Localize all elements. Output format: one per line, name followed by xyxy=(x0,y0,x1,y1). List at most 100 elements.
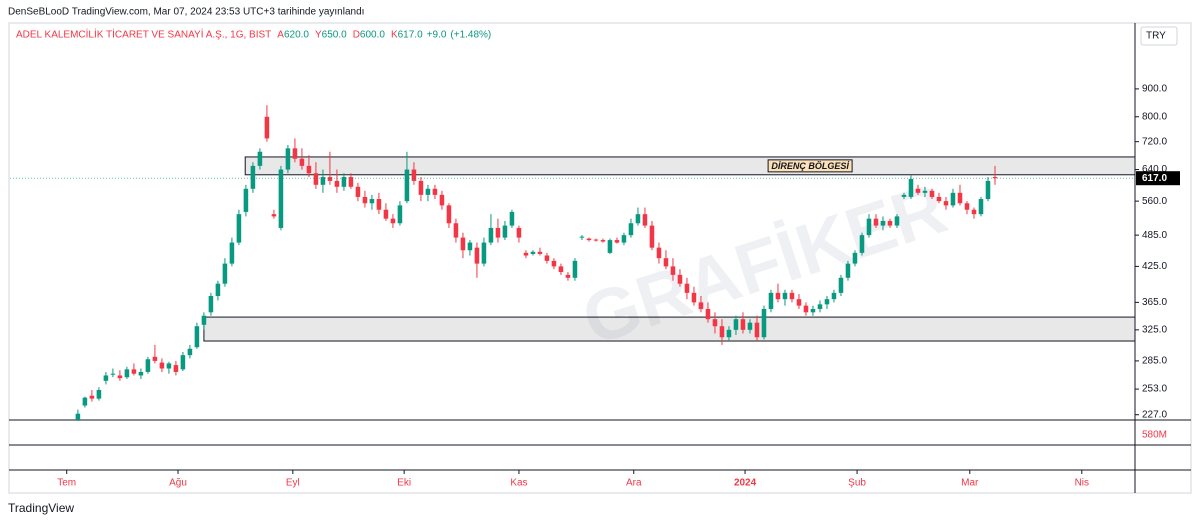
candle-body xyxy=(75,413,81,420)
x-tick-label: Kas xyxy=(510,478,527,489)
candle-body xyxy=(180,355,186,370)
volume-label: 580M xyxy=(1142,430,1167,441)
zone-label-box xyxy=(767,159,853,173)
candle-body xyxy=(474,247,480,264)
zone-label: DİRENÇ BÖLGESİ xyxy=(771,161,849,171)
candle-body xyxy=(817,304,823,309)
candle-body xyxy=(985,180,991,200)
candle-body xyxy=(187,348,193,356)
candle-body xyxy=(544,255,550,261)
y-tick-label: 485.0 xyxy=(1142,230,1167,241)
candle-body xyxy=(957,192,963,204)
y-tick-label: 640.0 xyxy=(1142,164,1167,175)
candle-body xyxy=(516,227,522,238)
y-tick-label: 900.0 xyxy=(1142,84,1167,95)
candle-body xyxy=(376,199,382,210)
candle-body xyxy=(89,395,95,399)
candle-body xyxy=(656,247,662,259)
candle-body xyxy=(509,211,515,226)
candle-body xyxy=(929,190,935,197)
x-tick-label: 2024 xyxy=(734,478,757,489)
candle-body xyxy=(285,148,291,170)
candle-body xyxy=(572,260,578,278)
candle-body xyxy=(355,186,361,197)
candle-body xyxy=(264,116,270,139)
y-tick-label: 285.0 xyxy=(1142,356,1167,367)
candle-body xyxy=(229,242,235,264)
y-tick-label: 227.0 xyxy=(1142,409,1167,420)
currency-box[interactable] xyxy=(1140,26,1178,46)
candle-body xyxy=(278,169,284,228)
candle-body xyxy=(803,305,809,313)
candle-body xyxy=(754,322,760,338)
legend-value: 600.0 xyxy=(360,30,385,41)
candle-body xyxy=(138,371,144,376)
candle-body xyxy=(873,218,879,226)
chart-title: ADEL KALEMCİLİK TİCARET VE SANAYİ A.Ş., … xyxy=(16,28,271,41)
candle-body xyxy=(523,252,529,256)
x-tick-label: Şub xyxy=(848,478,866,489)
candle-body xyxy=(558,266,564,273)
candle-body xyxy=(334,180,340,187)
candle-body xyxy=(845,263,851,278)
candle-body xyxy=(271,214,277,217)
zone xyxy=(203,316,1136,342)
candle-body xyxy=(362,196,368,204)
candle-body xyxy=(866,218,872,236)
candle-body xyxy=(852,252,858,264)
candle-body xyxy=(565,274,571,278)
candle-body xyxy=(327,177,333,181)
candle-body xyxy=(698,302,704,309)
candle-body xyxy=(670,266,676,275)
candle-body xyxy=(159,362,165,369)
candle-body xyxy=(705,308,711,320)
candle-body xyxy=(201,315,207,325)
y-tick-label: 425.0 xyxy=(1142,261,1167,272)
candle-body xyxy=(628,223,634,236)
candle-body xyxy=(950,192,956,206)
candle-body xyxy=(796,299,802,306)
last-price-label: 617.0 xyxy=(1142,173,1167,184)
candle-body xyxy=(943,201,949,206)
legend-key: D xyxy=(353,30,360,41)
candle-body xyxy=(425,188,431,195)
candle-body xyxy=(439,194,445,206)
candle-body xyxy=(341,177,347,187)
zone xyxy=(244,156,1136,176)
candle-body xyxy=(481,242,487,264)
candle-body xyxy=(537,251,543,254)
candle-body xyxy=(838,277,844,293)
frame xyxy=(8,22,1192,494)
candle-body xyxy=(194,326,200,348)
candle-body xyxy=(810,308,816,313)
candle-body xyxy=(586,238,592,241)
candle-body xyxy=(117,375,123,379)
candle-body xyxy=(390,218,396,224)
candle-body xyxy=(747,322,753,330)
candle-body xyxy=(250,165,256,189)
candle-body xyxy=(488,227,494,243)
candle-body xyxy=(467,242,473,251)
candle-body xyxy=(894,216,900,226)
candle-body xyxy=(887,220,893,226)
candle-body xyxy=(152,356,158,361)
y-tick-label: 365.0 xyxy=(1142,297,1167,308)
candle-body xyxy=(915,188,921,193)
candle-body xyxy=(607,240,613,253)
candle-body xyxy=(621,235,627,243)
candle-body xyxy=(593,239,599,241)
candle-body xyxy=(684,283,690,293)
candle-body xyxy=(432,188,438,195)
candle-body xyxy=(978,199,984,215)
candle-body xyxy=(173,365,179,372)
currency: TRY xyxy=(1146,31,1166,42)
y-tick-label: 253.0 xyxy=(1142,384,1167,395)
y-tick-label: 560.0 xyxy=(1142,196,1167,207)
candle-body xyxy=(712,319,718,327)
candle-body xyxy=(579,236,585,238)
legend-key: A xyxy=(277,30,284,41)
candle-body xyxy=(320,177,326,185)
candle-body xyxy=(600,240,606,242)
legend-value: 650.0 xyxy=(322,30,347,41)
